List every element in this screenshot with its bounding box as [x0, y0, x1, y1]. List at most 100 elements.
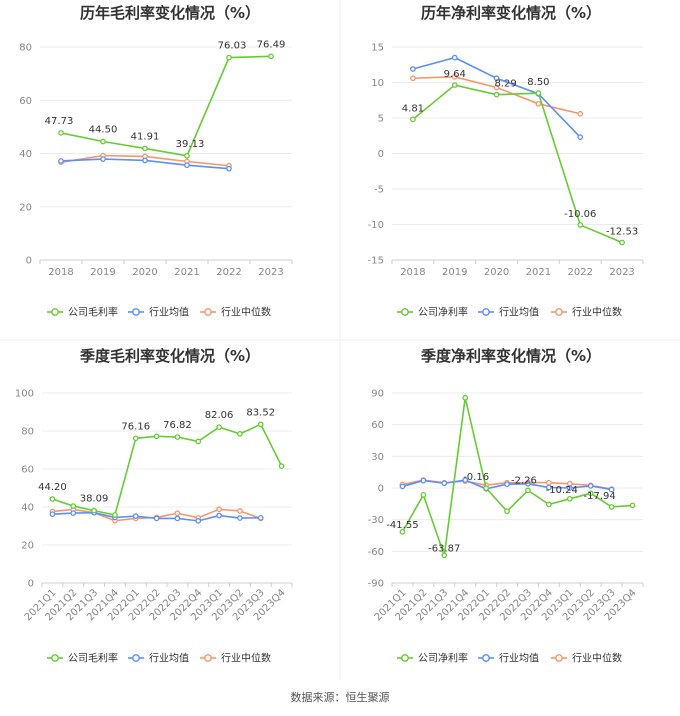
data-point: [91, 507, 97, 514]
data-point: [410, 75, 416, 82]
data-point: [132, 435, 139, 442]
y-tick-label: 5: [378, 114, 384, 125]
data-point: [216, 506, 222, 513]
legend-swatch-marker: [482, 308, 490, 316]
data-label: 38.09: [80, 494, 109, 505]
x-tick-label: 2021: [174, 267, 199, 278]
legend-label: 行业均值: [149, 306, 189, 319]
data-label: 76.82: [163, 420, 192, 431]
data-label: -41.55: [386, 520, 418, 531]
legend-label: 行业中位数: [221, 652, 271, 665]
data-point: [142, 157, 148, 164]
x-tick-label: 2019: [442, 267, 467, 278]
legend-item[interactable]: 行业中位数: [551, 652, 622, 665]
data-point: [399, 529, 406, 535]
y-tick-label: 20: [21, 541, 34, 552]
y-tick-label: 0: [378, 484, 384, 495]
legend-item[interactable]: 行业均值: [128, 652, 189, 665]
data-label: 8.50: [527, 77, 549, 88]
legend-label: 行业均值: [499, 306, 539, 319]
data-point: [278, 463, 285, 469]
legend-item[interactable]: 公司净利率: [397, 306, 468, 319]
x-tick-label: 2018: [48, 267, 73, 278]
legend-item[interactable]: 公司毛利率: [47, 306, 118, 319]
data-point: [451, 82, 458, 88]
y-tick-label: -30: [368, 515, 384, 526]
legend-item[interactable]: 行业均值: [478, 306, 539, 319]
legend-item[interactable]: 行业中位数: [200, 306, 271, 319]
chart-title: 历年毛利率变化情况（%）: [80, 4, 260, 22]
data-point: [577, 222, 584, 228]
y-tick-label: 60: [371, 420, 384, 431]
y-tick-label: 80: [19, 43, 32, 54]
y-tick-label: 60: [21, 465, 34, 476]
data-point: [493, 84, 500, 91]
legend-label: 公司毛利率: [68, 652, 118, 665]
y-tick-label: 0: [28, 579, 34, 590]
legend-swatch-marker: [132, 308, 140, 316]
data-label: 8.29: [494, 79, 516, 90]
legend-swatch-marker: [204, 308, 212, 316]
y-tick-label: 15: [371, 43, 384, 54]
data-point: [184, 152, 190, 159]
chart-title: 季度毛利率变化情况（%）: [80, 347, 260, 365]
data-point: [237, 515, 243, 521]
data-point: [399, 483, 406, 490]
legend-swatch-marker: [482, 654, 490, 662]
data-label: 76.16: [121, 421, 150, 432]
chart-3: 季度毛利率变化情况（%）0204060801002021Q12021Q22021…: [15, 347, 293, 665]
legend-item[interactable]: 公司毛利率: [47, 652, 118, 665]
data-label: 39.13: [176, 139, 205, 150]
data-label: 47.73: [45, 116, 74, 127]
legend-item[interactable]: 行业中位数: [200, 652, 271, 665]
data-point: [525, 487, 531, 494]
data-point: [216, 424, 222, 430]
data-point: [587, 490, 594, 497]
data-point: [462, 394, 469, 401]
legend-label: 行业中位数: [221, 306, 271, 319]
data-label: -12.53: [606, 226, 638, 237]
data-label: 76.03: [218, 41, 247, 52]
data-point: [257, 514, 264, 521]
y-tick-label: 90: [371, 389, 384, 400]
data-point: [535, 100, 542, 107]
legend-item[interactable]: 行业均值: [128, 306, 189, 319]
legend-label: 公司净利率: [418, 652, 468, 665]
series-line: [401, 397, 633, 556]
data-point: [174, 510, 181, 517]
data-point: [49, 511, 56, 518]
data-point: [58, 130, 64, 136]
x-tick-label: 2022: [216, 267, 241, 278]
legend-item[interactable]: 公司净利率: [397, 652, 468, 665]
data-point: [587, 483, 594, 489]
data-label: 44.50: [89, 125, 118, 136]
data-point: [577, 110, 584, 117]
data-point: [174, 515, 181, 522]
data-point: [142, 145, 148, 152]
x-tick-label: 2018: [400, 267, 425, 278]
data-point: [619, 239, 625, 246]
legend-swatch-marker: [51, 308, 59, 316]
chart-1: 历年毛利率变化情况（%） 0 20 40 60 80 2018 2019 2020 2021 202…: [19, 4, 293, 319]
y-tick-label: -60: [368, 547, 384, 558]
legend-label: 行业中位数: [572, 306, 622, 319]
data-point: [504, 508, 510, 515]
data-point: [226, 165, 232, 172]
data-source-note: 数据来源：恒生聚源: [290, 691, 390, 704]
data-point: [441, 552, 448, 559]
data-point: [237, 508, 243, 514]
data-point: [132, 513, 139, 519]
data-point: [535, 90, 542, 97]
series-line: [60, 55, 272, 157]
x-tick-label: 2021: [526, 267, 551, 278]
legend-label: 行业中位数: [572, 652, 622, 665]
chart-title: 季度净利率变化情况（%）: [421, 347, 601, 365]
legend-item[interactable]: 行业中位数: [551, 306, 622, 319]
legend-swatch-marker: [555, 654, 563, 662]
data-point: [546, 501, 552, 508]
legend-item[interactable]: 行业均值: [478, 652, 539, 665]
data-point: [420, 477, 427, 484]
y-tick-label: 40: [19, 149, 32, 160]
data-label: 82.06: [205, 410, 234, 421]
